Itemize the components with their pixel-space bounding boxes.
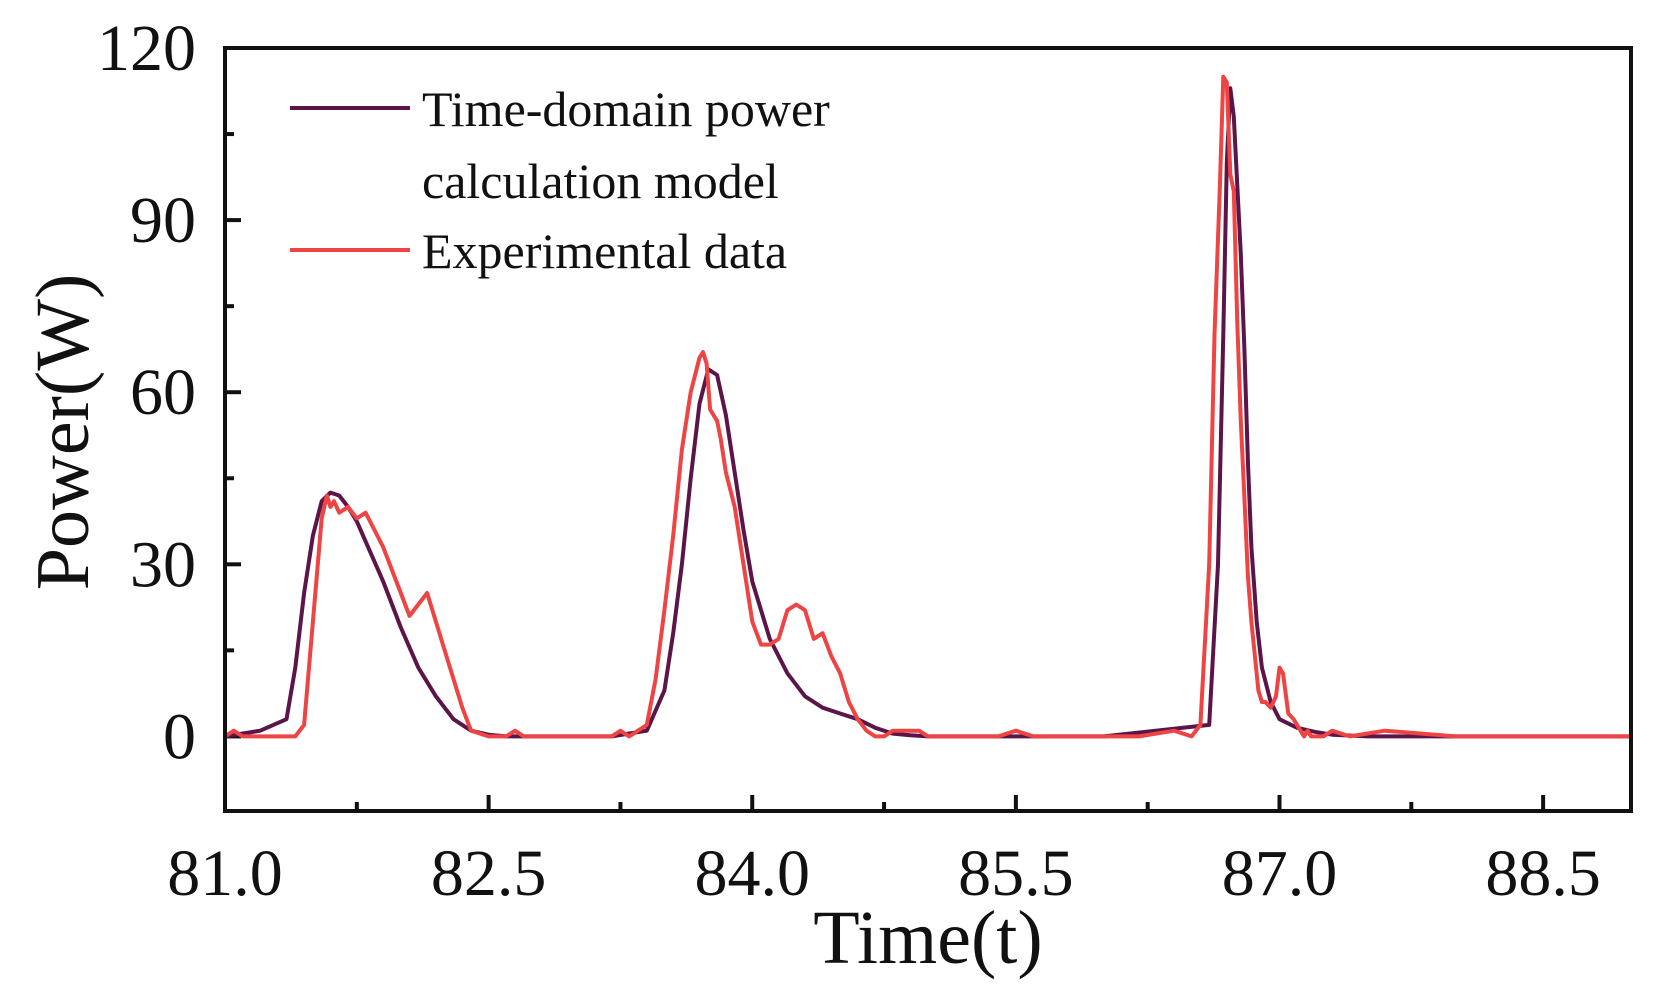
legend: Time-domain power calculation model Expe… — [290, 81, 830, 279]
y-tick-label: 120 — [97, 12, 196, 85]
series-line-model — [223, 86, 1633, 739]
x-axis-title: Time(t) — [813, 896, 1042, 980]
x-tick-label: 87.0 — [1222, 837, 1338, 910]
plot-area: 81.0 82.5 84.0 85.5 87.0 88.5 0 30 60 90 120 — [97, 12, 1633, 910]
plot-frame — [223, 46, 1633, 813]
x-axis: 81.0 82.5 84.0 85.5 87.0 88.5 — [167, 795, 1601, 910]
legend-label-model-line2: calculation model — [422, 153, 779, 209]
y-axis-title: Power(W) — [21, 274, 105, 591]
x-tick-label: 81.0 — [167, 837, 283, 910]
x-tick-label: 84.0 — [695, 837, 811, 910]
y-tick-label: 0 — [163, 700, 196, 773]
x-tick-label: 85.5 — [958, 837, 1074, 910]
x-tick-label: 82.5 — [431, 837, 547, 910]
y-axis: 0 30 60 90 120 — [97, 12, 241, 773]
legend-label-experimental: Experimental data — [422, 223, 787, 279]
y-tick-label: 60 — [130, 356, 196, 429]
series-layer — [223, 74, 1633, 739]
y-tick-label: 30 — [130, 528, 196, 601]
x-tick-label: 88.5 — [1485, 837, 1601, 910]
series-line-experimental — [223, 74, 1633, 739]
legend-label-model-line1: Time-domain power — [422, 81, 830, 137]
y-tick-label: 90 — [130, 184, 196, 257]
